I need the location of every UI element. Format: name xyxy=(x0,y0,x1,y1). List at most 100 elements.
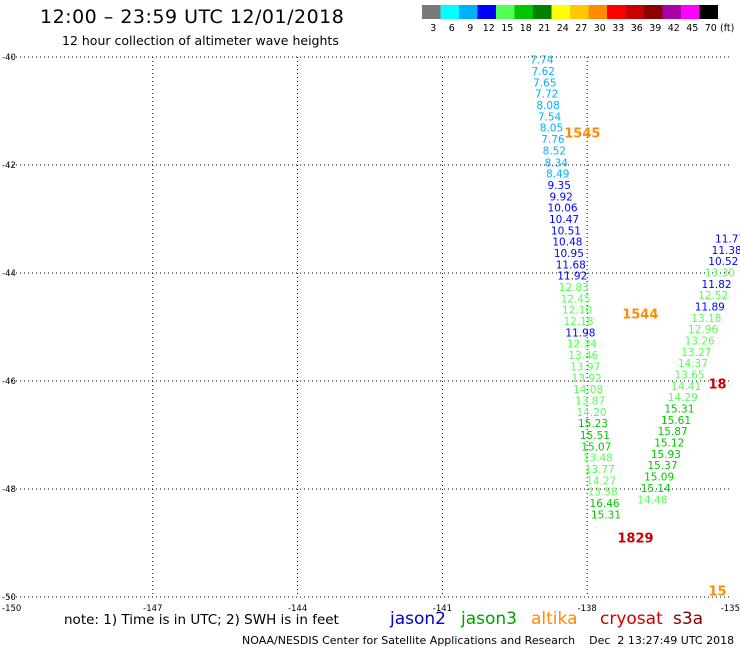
swh-value-label: 10.95 xyxy=(554,248,584,260)
colorbar-unit: (ft) xyxy=(720,23,734,33)
colorbar-swatch xyxy=(551,5,570,19)
swh-value-label: 10.48 xyxy=(552,237,582,249)
colorbar-swatch xyxy=(496,5,515,19)
colorbar-swatch xyxy=(644,5,663,19)
swh-value-label: 12.34 xyxy=(567,339,597,351)
swh-value-label: 13.46 xyxy=(568,350,598,362)
swh-value-label: 15.09 xyxy=(644,472,674,484)
swh-value-label: 11.82 xyxy=(702,279,732,291)
lon-tick-label: -147 xyxy=(143,604,162,614)
colorbar-label: 12 xyxy=(483,23,495,33)
swh-value-label: 14.08 xyxy=(573,384,603,396)
swh-value-label: 7.76 xyxy=(541,134,565,146)
colorbar-swatch xyxy=(699,5,718,19)
swh-value-label: 12.45 xyxy=(561,293,591,305)
swh-value-label: 12.10 xyxy=(562,305,592,317)
swh-value-label: 7.54 xyxy=(538,111,562,123)
colorbar-label: 15 xyxy=(501,23,513,33)
pass-time-label: 18 xyxy=(708,378,726,393)
swh-value-label: 8.34 xyxy=(545,157,569,169)
lon-tick-label: -150 xyxy=(2,604,21,614)
map-subtitle: 12 hour collection of altimeter wave hei… xyxy=(62,33,339,48)
swh-value-label: 13.27 xyxy=(681,347,711,359)
colorbar-label: 45 xyxy=(686,23,698,33)
lon-tick-label: -135 xyxy=(721,604,740,614)
swh-value-label: 11.89 xyxy=(695,301,725,313)
swh-value-label: 7.65 xyxy=(533,77,556,89)
legend-altika: altika xyxy=(531,609,578,629)
swh-value-label: 14.37 xyxy=(678,358,708,370)
colorbar-label: 3 xyxy=(430,23,436,33)
footer-credit: NOAA/NESDIS Center for Satellite Applica… xyxy=(242,634,735,647)
swh-value-label: 10.47 xyxy=(549,214,579,226)
swh-value-label: 15.14 xyxy=(641,483,671,495)
swh-value-label: 8.05 xyxy=(540,123,563,135)
colorbar-label: 39 xyxy=(649,23,661,33)
colorbar-swatch xyxy=(570,5,589,19)
swh-value-label: 9.92 xyxy=(549,191,572,203)
swh-value-label: 7.62 xyxy=(532,66,555,78)
lat-tick-label: -48 xyxy=(2,485,16,495)
swh-value-label: 7.74 xyxy=(530,55,554,67)
legend-cryosat: cryosat xyxy=(600,609,663,629)
colorbar-swatch xyxy=(662,5,681,19)
colorbar-label: 42 xyxy=(668,23,680,33)
swh-value-label: 15.31 xyxy=(591,509,621,521)
swh-value-label: 13.58 xyxy=(588,487,618,499)
colorbar-swatch xyxy=(607,5,626,19)
colorbar-swatch xyxy=(514,5,533,19)
swh-value-label: 10.06 xyxy=(548,203,578,215)
lat-tick-label: -44 xyxy=(2,269,16,279)
swh-value-label: 11.77 xyxy=(715,233,740,245)
lon-tick-label: -138 xyxy=(578,604,597,614)
swh-value-label: 14.48 xyxy=(637,494,667,506)
swh-value-label: 13.77 xyxy=(585,464,615,476)
swh-value-label: 12.18 xyxy=(563,316,593,328)
swh-value-label: 7.72 xyxy=(535,89,558,101)
swh-value-label: 15.12 xyxy=(654,438,684,450)
swh-value-label: 15.23 xyxy=(578,418,608,430)
colorbar-swatch xyxy=(477,5,496,19)
units-note: note: 1) Time is in UTC; 2) SWH is in fe… xyxy=(64,612,339,628)
swh-value-label: 13.26 xyxy=(685,336,715,348)
satellite-legend: note: 1) Time is in UTC; 2) SWH is in fe… xyxy=(0,609,740,631)
swh-value-label: 14.41 xyxy=(671,381,701,393)
colorbar-swatch xyxy=(625,5,644,19)
legend-jason2: jason2 xyxy=(390,609,446,629)
swh-value-label: 11.92 xyxy=(557,271,587,283)
swh-value-label: 13.30 xyxy=(705,267,735,279)
swh-value-label: 13.65 xyxy=(674,370,704,382)
swh-value-label: 16.46 xyxy=(590,498,620,510)
swh-value-label: 12.83 xyxy=(559,282,589,294)
lat-tick-label: -50 xyxy=(2,593,16,603)
swh-value-label: 15.61 xyxy=(661,415,691,427)
colorbar-swatch xyxy=(459,5,478,19)
swh-value-label: 9.35 xyxy=(548,180,571,192)
swh-value-label: 14.20 xyxy=(577,407,607,419)
swh-value-label: 13.87 xyxy=(575,395,605,407)
colorbar-label: 18 xyxy=(520,23,532,33)
swh-value-label: 15.87 xyxy=(658,426,688,438)
swh-value-label: 12.96 xyxy=(688,324,718,336)
swh-value-label: 15.37 xyxy=(647,460,677,472)
lat-tick-label: -40 xyxy=(2,53,16,63)
colorbar-label: 27 xyxy=(575,23,587,33)
swh-value-label: 13.97 xyxy=(570,361,600,373)
swh-value-label: 8.49 xyxy=(546,169,569,181)
lon-tick-label: -144 xyxy=(288,604,307,614)
legend-s3a: s3a xyxy=(673,609,704,629)
colorbar-label: 21 xyxy=(538,23,550,33)
swh-value-label: 14.27 xyxy=(586,475,616,487)
pass-time-label: 1829 xyxy=(617,532,653,547)
swh-colorbar: 3 6 9 12 15 18 21 24 27 30 33 36 39 42 45 70 (ft) xyxy=(422,5,734,33)
swh-value-label: 13.48 xyxy=(583,453,613,465)
swh-value-label: 15.93 xyxy=(651,449,681,461)
swh-value-label: 14.29 xyxy=(668,392,698,404)
swh-value-label: 15.07 xyxy=(581,441,611,453)
pass-time-label: 1544 xyxy=(622,308,658,323)
colorbar-label: 36 xyxy=(631,23,643,33)
swh-value-label: 15.51 xyxy=(580,430,610,442)
swh-value-label: 13.92 xyxy=(572,373,602,385)
swh-value-label: 10.51 xyxy=(551,225,581,237)
colorbar-swatch xyxy=(533,5,552,19)
